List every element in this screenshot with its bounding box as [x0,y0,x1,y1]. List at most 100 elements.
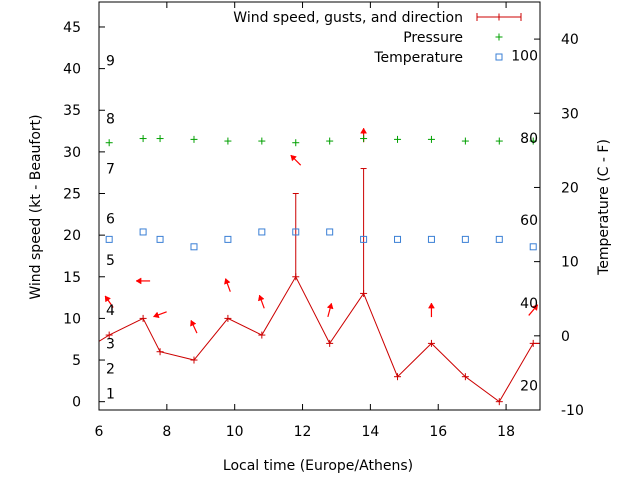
y-left-tick-label: 0 [72,395,81,411]
beaufort-label: 8 [106,112,115,128]
y-left-tick-label: 30 [63,145,81,161]
temperature-point [495,235,503,243]
pressure-point [360,135,368,143]
wind-arrow-head [257,294,265,302]
y-left-tick-label: 5 [72,353,81,369]
wind-arrow [224,278,231,292]
tick-labels: 6 8 10 12 14 16 18051015202530354045-100102030… [63,20,584,440]
plot-frame [98,1,541,411]
y-left-tick-label: 45 [63,20,81,36]
legend-mark-temperature [495,53,503,61]
pressure-point [427,135,435,143]
temperature-point [292,228,300,236]
y-left-tick-label: 25 [63,187,81,203]
y-axis-right-title: Temperature (C - F) [596,139,612,276]
wind-point [427,339,435,347]
pressure-point [461,137,469,145]
legend-label-temperature: Temperature [373,50,463,66]
pressure-point [495,137,503,145]
wind-arrow-head [190,319,197,327]
pressure-point [394,135,402,143]
pressure-point [292,139,300,147]
pressure-point [105,139,113,147]
beaufort-label: 4 [106,303,115,319]
y-right-tick-label: 30 [561,106,579,122]
wind-arrow-head [360,127,368,134]
fahrenheit-label: 40 [520,296,538,312]
x-tick-label: 18 [497,424,515,440]
wind-arrow-head [104,295,111,303]
wind-arrow [104,295,114,308]
wind-arrow-head [290,154,297,162]
wind-arrow-head [531,304,539,311]
y-right-tick-label: 0 [561,329,570,345]
y-left-tick-label: 35 [63,103,81,119]
beaufort-fahrenheit-labels: 1 2 3 4 5 6 7 8 9 20 40 60 80 100 [106,48,538,402]
wind-point [139,314,147,322]
temperature-point [224,235,232,243]
wind-series [99,168,540,406]
fahrenheit-label: 100 [511,48,538,64]
wind-point [105,331,113,339]
x-tick-label: 14 [361,424,379,440]
wind-arrow-head [224,278,231,285]
pressure-point [326,137,334,145]
wind-arrow [428,302,435,318]
wind-line [99,275,540,403]
temperature-point [105,235,113,243]
wind-arrow [528,304,539,316]
legend-mark-wind [476,13,522,21]
pressure-point [224,137,232,145]
beaufort-label: 7 [106,162,115,178]
pressure-series [105,135,537,147]
temperature-point [427,235,435,243]
wind-arrow-head [428,302,435,309]
x-axis-title: Local time (Europe/Athens) [223,458,413,474]
y-right-tick-label: 10 [561,255,579,271]
wind-arrow [326,302,334,317]
y-right-tick-label: 40 [561,32,579,48]
y-left-tick-label: 20 [63,228,81,244]
legend-wind-plus [495,13,503,21]
temperature-point [139,228,147,236]
beaufort-label: 5 [106,253,115,269]
pressure-point [258,137,266,145]
legend-temperature-square [495,53,503,61]
wind-direction-arrows [104,127,539,334]
legend-label-pressure: Pressure [403,30,463,46]
y-left-tick-label: 15 [63,270,81,286]
fahrenheit-label: 20 [520,379,538,395]
x-tick-label: 8 [162,424,171,440]
wind-arrow [135,277,151,285]
pressure-point [529,137,537,145]
wind-arrow-head [326,302,334,310]
temperature-point [326,228,334,236]
x-tick-label: 16 [429,424,447,440]
wind-point [224,314,232,322]
temperature-point [360,235,368,243]
temperature-point [258,228,266,236]
wind-point [258,331,266,339]
temperature-point [529,243,537,251]
wind-arrow-head [135,277,142,285]
wind-arrow [190,319,198,334]
pressure-point [139,135,147,143]
legend-mark-pressure [495,33,503,41]
beaufort-label: 1 [106,386,115,402]
pressure-point [156,135,164,143]
beaufort-label: 6 [106,211,115,227]
y-right-tick-label: 20 [561,180,579,196]
wind-point [190,356,198,364]
temperature-point [394,235,402,243]
wind-point [536,339,540,347]
temperature-point [156,235,164,243]
fahrenheit-label: 80 [520,131,538,147]
temperature-point [190,243,198,251]
temperature-point [461,235,469,243]
y-axis-left-title: Wind speed (kt - Beaufort) [28,114,44,299]
beaufort-label: 3 [106,336,115,352]
beaufort-label: 2 [106,361,115,377]
beaufort-label: 9 [106,53,115,69]
